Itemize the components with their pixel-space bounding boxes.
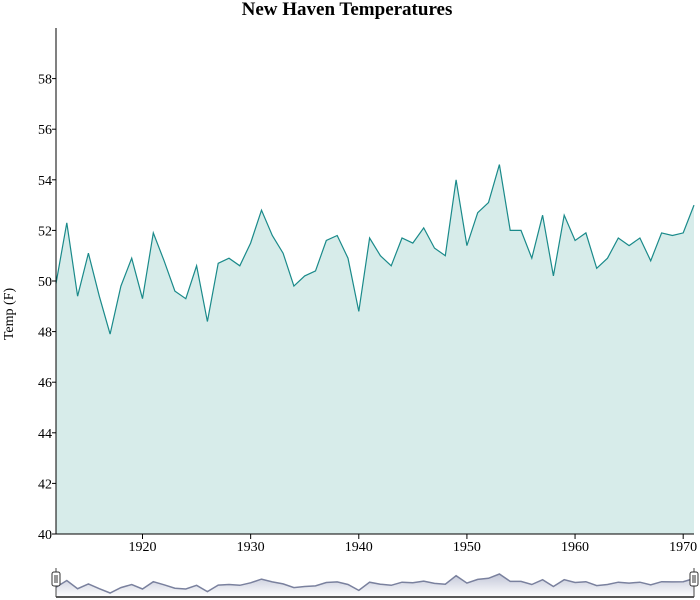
y-tick-label: 58 [38,73,52,88]
navigator[interactable] [51,568,699,598]
y-tick-label: 46 [38,376,52,391]
data-point [606,257,608,259]
data-point [271,234,273,236]
data-point [368,237,370,239]
navigator-area [56,574,694,597]
temperature-area [56,164,694,534]
data-point [293,285,295,287]
y-tick-label: 52 [38,224,52,239]
x-tick-label: 1920 [129,540,157,555]
data-point [585,232,587,234]
y-tick-label: 42 [38,477,52,492]
data-point [390,265,392,267]
x-tick-label: 1950 [453,540,481,555]
data-point [325,239,327,241]
data-point [433,247,435,249]
data-point [260,209,262,211]
data-point [66,222,68,224]
data-point [455,179,457,181]
data-point [671,234,673,236]
data-point [639,237,641,239]
data-point [498,163,500,165]
data-point [423,227,425,229]
temperature-line [55,164,695,335]
data-point [314,270,316,272]
data-point [358,310,360,312]
y-tick-label: 54 [38,174,52,189]
data-point [304,275,306,277]
x-tick-label: 1960 [561,540,589,555]
navigator-line [55,573,695,594]
left-handle-grip[interactable] [51,571,61,587]
data-point [596,267,598,269]
data-point [195,265,197,267]
data-point [217,262,219,264]
right-handle-grip[interactable] [689,571,699,587]
plot-area [55,163,695,534]
data-point [131,257,133,259]
data-point [206,320,208,322]
data-point [563,214,565,216]
data-point [574,239,576,241]
y-tick-label: 56 [38,123,52,138]
data-point [617,237,619,239]
x-tick-label: 1970 [669,540,697,555]
x-tick-label: 1940 [345,540,373,555]
data-point [444,255,446,257]
data-point [466,244,468,246]
data-point [628,244,630,246]
data-point [98,295,100,297]
data-point [509,229,511,231]
data-point [693,204,695,206]
y-tick-label: 40 [38,528,52,543]
left-handle[interactable] [51,571,61,587]
data-point [152,232,154,234]
data-point [109,333,111,335]
x-tick-label: 1930 [237,540,265,555]
data-point [541,214,543,216]
data-point [120,285,122,287]
data-point [552,275,554,277]
data-point [282,252,284,254]
chart-title: New Haven Temperatures [242,0,453,20]
y-tick-label: 50 [38,275,52,290]
data-point [163,260,165,262]
data-point [401,237,403,239]
data-point [660,232,662,234]
data-point [76,295,78,297]
data-point [336,234,338,236]
right-handle[interactable] [689,571,699,587]
axes: 40 42 44 46 48 50 52 54 56 58 1920 1930 1940 1950 1960… [38,28,697,555]
data-point [228,257,230,259]
data-point [650,260,652,262]
y-tick-label: 44 [38,427,52,442]
data-point [239,265,241,267]
data-point [682,232,684,234]
data-point [141,298,143,300]
data-point [487,201,489,203]
data-point [185,298,187,300]
data-point [249,242,251,244]
data-point [477,212,479,214]
y-axis-title: Temp (F) [2,288,17,341]
data-point [174,290,176,292]
data-point [520,229,522,231]
y-tick-label: 48 [38,326,52,341]
data-point [412,242,414,244]
data-point [531,257,533,259]
data-point [379,255,381,257]
data-point [347,257,349,259]
data-point [87,252,89,254]
